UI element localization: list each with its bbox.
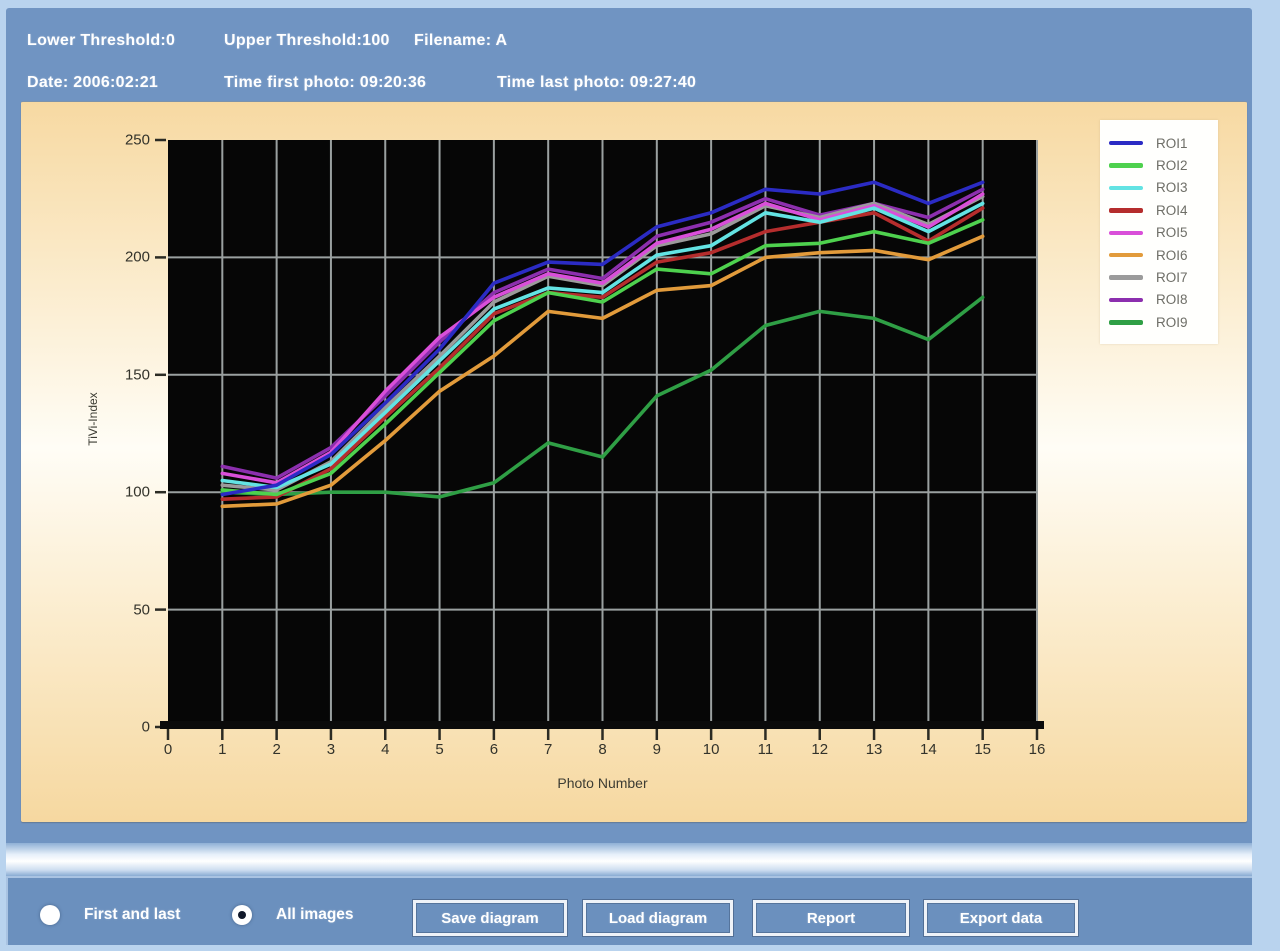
lower-threshold-text: Lower Threshold:0 [27,32,176,49]
plot-svg [155,138,1039,740]
series-line-ROI3 [220,201,985,490]
series-line-ROI5 [220,192,985,485]
legend-label-ROI6: ROI6 [1156,247,1188,263]
radio-first-and-last[interactable]: First and last [40,905,180,925]
legend: ROI1 ROI2 ROI3 ROI4 ROI5 ROI6 ROI7 ROI8 ROI9 [1100,120,1218,344]
legend-item-ROI7: ROI7 [1109,266,1218,288]
legend-swatch-ROI1 [1109,140,1143,146]
legend-swatch-ROI9 [1109,320,1143,325]
report-button[interactable]: Report [753,900,909,936]
export-data-button[interactable]: Export data [924,900,1078,936]
legend-label-ROI1: ROI1 [1156,135,1188,151]
filename-text: Filename: A [414,32,508,49]
radio-icon[interactable] [40,905,60,925]
x-axis-title: Photo Number [557,775,648,791]
upper-threshold-text: Upper Threshold:100 [224,32,390,49]
legend-label-ROI5: ROI5 [1156,225,1188,241]
legend-item-ROI9: ROI9 [1109,311,1218,333]
radio-label: All images [276,906,354,923]
plot-area [155,138,1039,740]
legend-label-ROI3: ROI3 [1156,180,1188,196]
legend-swatch-ROI5 [1109,230,1143,235]
series-line-ROI4 [220,206,985,502]
legend-item-ROI1: ROI1 [1109,132,1218,154]
legend-item-ROI3: ROI3 [1109,177,1218,199]
date-text: Date: 2006:02:21 [27,74,159,91]
load-diagram-button[interactable]: Load diagram [583,900,733,936]
legend-item-ROI5: ROI5 [1109,222,1218,244]
legend-swatch-ROI6 [1109,252,1143,258]
radio-label: First and last [84,906,181,923]
legend-swatch-ROI4 [1109,208,1143,213]
legend-swatch-ROI8 [1109,297,1143,303]
legend-label-ROI4: ROI4 [1156,202,1188,218]
legend-label-ROI7: ROI7 [1156,270,1188,286]
legend-label-ROI8: ROI8 [1156,292,1188,308]
radio-all-images[interactable]: All images [232,905,354,925]
series-line-ROI6 [220,234,985,509]
legend-label-ROI2: ROI2 [1156,158,1188,174]
series-line-ROI1 [220,180,985,497]
legend-item-ROI8: ROI8 [1109,289,1218,311]
save-diagram-button[interactable]: Save diagram [413,900,567,936]
radio-icon[interactable] [232,905,252,925]
time-first-photo-text: Time first photo: 09:20:36 [224,74,427,91]
legend-item-ROI2: ROI2 [1109,154,1218,176]
legend-swatch-ROI2 [1109,163,1143,168]
y-axis-title: TiVi-Index [86,392,100,446]
series-line-ROI2 [220,218,985,497]
series-line-ROI9 [220,295,985,499]
legend-item-ROI4: ROI4 [1109,199,1218,221]
time-last-photo-text: Time last photo: 09:27:40 [497,74,697,91]
legend-item-ROI6: ROI6 [1109,244,1218,266]
legend-swatch-ROI7 [1109,275,1143,280]
legend-swatch-ROI3 [1109,185,1143,191]
legend-label-ROI9: ROI9 [1156,314,1188,330]
x-axis-line [160,721,1044,729]
separator-band [6,843,1252,876]
series-line-ROI7 [220,194,985,492]
